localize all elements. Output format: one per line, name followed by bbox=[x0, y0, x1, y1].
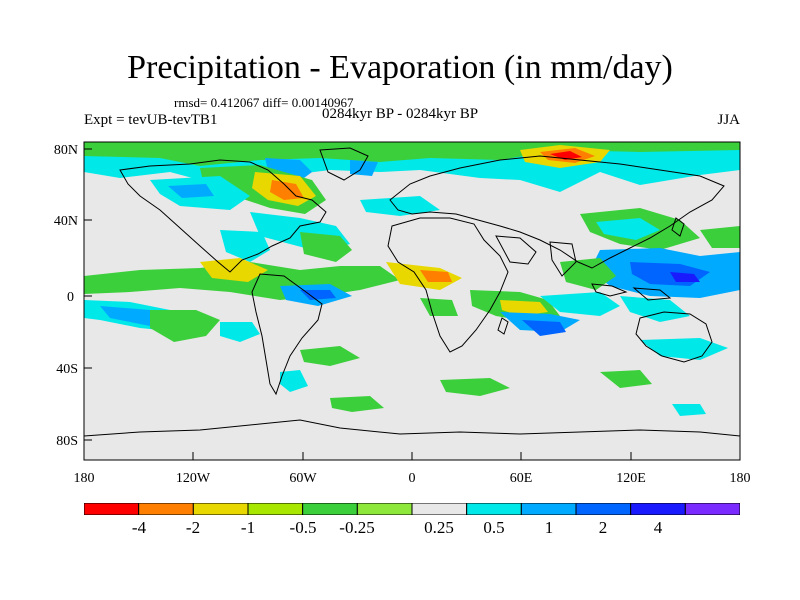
colorbar-label: 4 bbox=[653, 518, 663, 537]
colorbar bbox=[84, 503, 740, 515]
lat-label-80s: 80S bbox=[56, 434, 78, 449]
lon-label-60e: 60E bbox=[510, 471, 533, 486]
colorbar-label: -0.25 bbox=[339, 518, 375, 537]
field-patch bbox=[670, 272, 700, 282]
coastline-africa bbox=[387, 217, 509, 353]
lat-label-40s: 40S bbox=[56, 362, 78, 377]
field-patch bbox=[640, 338, 728, 360]
colorbar-label: -4 bbox=[131, 518, 147, 537]
field-patch bbox=[200, 258, 268, 282]
lon-label-60w: 60W bbox=[289, 471, 317, 486]
latitude-axis: 80N 40N 0 40S 80S bbox=[54, 143, 92, 449]
coastline-eurasia bbox=[389, 155, 725, 269]
field-patch bbox=[500, 300, 548, 316]
experiment-label: Expt = tevUB-tevTB1 bbox=[84, 112, 218, 128]
colorbar-box bbox=[575, 503, 632, 515]
colorbar-box bbox=[684, 503, 740, 515]
longitude-axis: 180 120W 60W 0 60E 120E 180 bbox=[74, 452, 751, 486]
coastline-north-america bbox=[119, 159, 327, 273]
coastline-india bbox=[549, 241, 577, 277]
lon-label-180-west: 180 bbox=[74, 471, 95, 486]
season-label: JJA bbox=[717, 112, 740, 128]
colorbar-box bbox=[302, 503, 358, 515]
colorbar-box bbox=[192, 503, 249, 515]
field-patch bbox=[168, 184, 214, 198]
coastlines bbox=[84, 147, 740, 437]
coastline-arabia bbox=[495, 235, 537, 265]
lat-label-40n: 40N bbox=[54, 214, 78, 229]
coastline-antarctica bbox=[84, 419, 740, 437]
coastline-island bbox=[632, 287, 672, 301]
lon-label-0: 0 bbox=[409, 471, 416, 486]
field-patch bbox=[360, 196, 440, 216]
colorbar-label: 0.5 bbox=[483, 518, 505, 537]
field-patch bbox=[596, 218, 660, 240]
colorbar-label: 0.25 bbox=[424, 518, 454, 537]
lon-label-120e: 120E bbox=[616, 471, 646, 486]
field-patch bbox=[540, 292, 620, 316]
colorbar-label: 1 bbox=[544, 518, 554, 537]
colorbar-box bbox=[247, 503, 304, 515]
colorbar-box bbox=[356, 503, 413, 515]
field-patch bbox=[522, 320, 566, 336]
colorbar-label: -2 bbox=[185, 518, 201, 537]
coastline-australia bbox=[635, 311, 713, 363]
field-patch bbox=[620, 296, 690, 322]
coastline-greenland bbox=[319, 147, 369, 181]
field-patch bbox=[440, 378, 510, 396]
field-patch bbox=[300, 290, 336, 300]
colorbar-box bbox=[466, 503, 522, 515]
field-patch bbox=[420, 270, 452, 282]
field-patch bbox=[330, 396, 384, 412]
colorbar-label: 2 bbox=[598, 518, 608, 537]
field-patch bbox=[150, 310, 220, 342]
colorbar-label: -1 bbox=[240, 518, 256, 537]
period-label: 0284kyr BP - 0284kyr BP bbox=[322, 106, 479, 122]
field-patch bbox=[280, 370, 308, 392]
field-patch bbox=[560, 258, 616, 290]
lat-label-80n: 80N bbox=[54, 143, 78, 158]
colorbar-box bbox=[630, 503, 686, 515]
field-patch bbox=[220, 322, 260, 342]
colorbar-box bbox=[411, 503, 468, 515]
colorbar-box bbox=[138, 503, 194, 515]
field-patch bbox=[600, 370, 652, 388]
colorbar-box bbox=[520, 503, 577, 515]
lon-label-120w: 120W bbox=[176, 471, 211, 486]
field-patch bbox=[300, 346, 360, 366]
coastline-island bbox=[591, 283, 628, 297]
coastline-japan bbox=[671, 217, 685, 237]
lon-label-180-east: 180 bbox=[730, 471, 751, 486]
field-patch bbox=[700, 226, 740, 248]
colorbar-label: -0.5 bbox=[289, 518, 317, 537]
colorbar-box bbox=[84, 503, 140, 515]
coastline-madagascar bbox=[497, 317, 509, 335]
coastline-south-america bbox=[251, 273, 323, 396]
map-title: Precipitation - Evaporation (in mm/day) bbox=[127, 49, 673, 86]
field-patch bbox=[550, 151, 582, 160]
field-patch bbox=[672, 404, 706, 416]
lat-label-0: 0 bbox=[67, 290, 74, 305]
field-patch bbox=[300, 232, 352, 262]
stats-label: rmsd= 0.412067 diff= 0.00140967 bbox=[174, 95, 354, 110]
